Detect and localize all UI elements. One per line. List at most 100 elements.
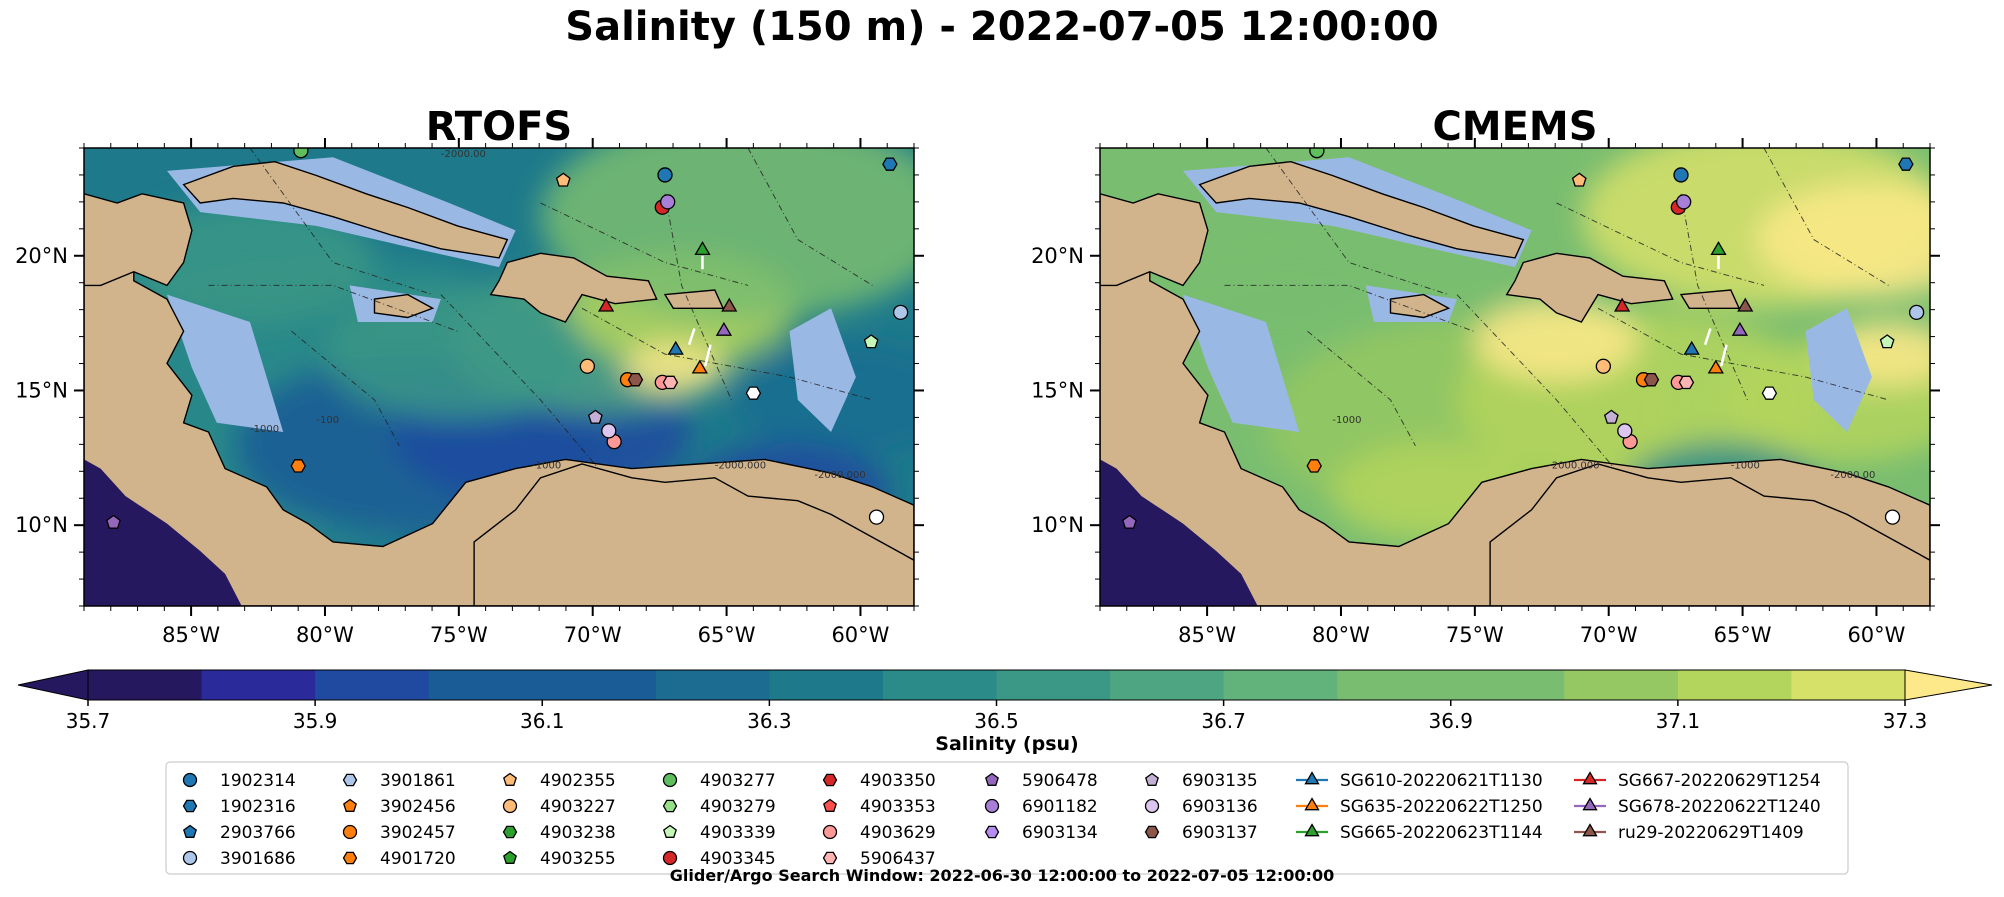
observation-marker	[1595, 358, 1612, 374]
observation-marker	[106, 514, 121, 529]
legend-marker	[182, 772, 198, 788]
x-tick-label: 75°W	[1446, 623, 1504, 647]
observation-marker	[662, 375, 679, 390]
x-tick-label: 70°W	[564, 623, 622, 647]
x-tick-label: 85°W	[162, 623, 220, 647]
legend-marker	[1582, 823, 1598, 837]
observation-marker	[587, 409, 603, 424]
eez-boundary	[1265, 148, 1449, 296]
legend-marker	[984, 825, 1000, 839]
legend-marker	[662, 799, 678, 813]
glider-track	[1719, 344, 1728, 367]
legend-label: 4903255	[540, 849, 616, 869]
colorbar-tick-label: 36.7	[1201, 709, 1246, 733]
observation-marker	[1884, 509, 1901, 525]
colorbar-segment	[542, 670, 657, 700]
observation-marker	[1571, 172, 1587, 187]
x-tick-label: 65°W	[1714, 623, 1772, 647]
salinity-colorbar: 35.7 35.9 36.1 36.3 36.5 36.7 36.9 37.1 37.3	[17, 669, 1993, 733]
legend-label: SG665-20220623T1144	[1340, 823, 1543, 843]
legend-marker	[822, 851, 838, 865]
y-tick-label: 10°N	[1031, 513, 1084, 537]
observation-marker	[579, 358, 596, 374]
eez-boundary	[1456, 294, 1615, 469]
legend-box	[165, 761, 1849, 875]
x-tick-label: 60°W	[1847, 623, 1905, 647]
eez-boundary	[747, 148, 873, 286]
shelf-area	[1805, 308, 1872, 432]
colorbar-segment	[1564, 670, 1679, 700]
observation-marker	[1710, 241, 1727, 256]
observation-marker	[721, 297, 738, 312]
observation-marker	[1731, 321, 1749, 336]
observation-marker	[868, 509, 885, 525]
map-panel-cmems: CMEMS -1000 -2000.000 -1000 -2000.00 85°W 80°W…	[1031, 104, 1940, 647]
legend-marker	[503, 772, 517, 786]
legend-label: ru29-20220629T1409	[1618, 823, 1804, 843]
search-window-footer: Glider/Argo Search Window: 2022-06-30 12…	[670, 866, 1334, 885]
x-tick-label: 60°W	[831, 623, 889, 647]
glider-track	[687, 328, 696, 346]
observation-marker	[601, 423, 617, 439]
colorbar-tick-label: 36.1	[520, 709, 565, 733]
legend-label: 4902355	[540, 771, 616, 791]
x-tick-label: 70°W	[1580, 623, 1638, 647]
colorbar-tick-label: 36.9	[1428, 709, 1473, 733]
eez-boundary	[1307, 330, 1416, 446]
land-puertorico	[663, 289, 725, 310]
contour-label: -2000.00	[1830, 470, 1875, 481]
legend-label: 4901720	[380, 849, 456, 869]
colorbar-segment	[1110, 670, 1225, 700]
x-tick-label: 75°W	[430, 623, 488, 647]
eez-boundary	[1763, 148, 1889, 286]
legend-marker	[822, 824, 838, 840]
legend-label: 4903339	[700, 823, 776, 843]
colorbar-segment	[1337, 670, 1452, 700]
legend-label: 2903766	[220, 823, 296, 843]
colorbar-tick-label: 37.3	[1883, 709, 1928, 733]
colorbar-segment	[315, 670, 430, 700]
colorbar-tick-label: 35.7	[66, 709, 111, 733]
contour-label: -1000	[1332, 415, 1361, 426]
x-tick-label: 80°W	[296, 623, 354, 647]
legend-marker	[663, 824, 677, 838]
colorbar-tick-label: 36.3	[747, 709, 792, 733]
legend-label: 4903350	[860, 771, 936, 791]
eez-boundary	[1556, 202, 1765, 286]
observation-marker	[597, 297, 615, 312]
colorbar-segment	[1223, 670, 1338, 700]
y-tick-label: 20°N	[15, 244, 68, 268]
eez-boundary	[1680, 193, 1748, 401]
legend-marker	[502, 825, 518, 839]
legend-label: 1902316	[220, 797, 296, 817]
legend-marker	[503, 850, 517, 864]
observation-marker	[1122, 514, 1137, 529]
eez-boundary	[291, 330, 400, 446]
observation-marker	[694, 241, 711, 256]
legend-label: 4903629	[860, 823, 936, 843]
observation-marker	[745, 386, 762, 400]
salinity-patch	[540, 148, 914, 320]
legend-label: 3901686	[220, 849, 296, 869]
legend-label: 4903277	[700, 771, 776, 791]
legend-marker	[1304, 771, 1320, 785]
observation-marker	[863, 334, 879, 349]
x-tick-label: 80°W	[1312, 623, 1370, 647]
legend-marker	[1582, 771, 1598, 785]
salinity-patch	[1755, 181, 1930, 298]
legend-marker	[342, 824, 358, 840]
observation-marker	[1879, 334, 1895, 349]
legend-marker	[662, 772, 678, 788]
eez-boundary	[440, 294, 599, 469]
legend-label: 6903136	[1182, 797, 1258, 817]
contour-label: -1000	[1731, 461, 1760, 472]
legend-marker	[343, 798, 357, 812]
land-puertorico	[1679, 289, 1741, 310]
panel-title: CMEMS	[1432, 104, 1597, 150]
colorbar-segment	[769, 670, 884, 700]
y-tick-label: 15°N	[15, 378, 68, 402]
legend-label: 6901182	[1022, 797, 1098, 817]
colorbar-max-extend	[1904, 669, 1993, 701]
land-south-america	[1489, 463, 1930, 606]
x-tick-label: 85°W	[1178, 623, 1236, 647]
